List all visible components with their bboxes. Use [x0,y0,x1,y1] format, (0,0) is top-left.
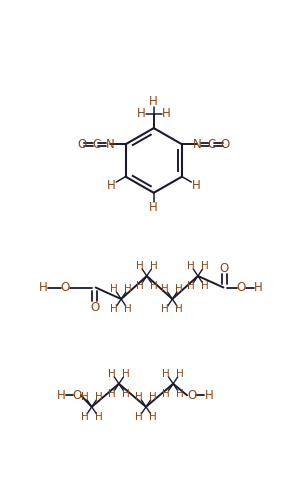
Text: H: H [124,304,132,314]
Text: H: H [108,369,116,379]
Text: H: H [162,107,170,120]
Text: H: H [56,389,65,402]
Text: H: H [39,281,48,294]
Text: H: H [95,412,103,422]
Text: H: H [149,96,158,109]
Text: H: H [161,284,169,294]
Text: C: C [92,138,100,151]
Text: H: H [124,284,132,294]
Text: H: H [135,412,143,422]
Text: H: H [110,304,118,314]
Text: H: H [187,281,195,291]
Text: O: O [220,262,229,275]
Text: H: H [110,284,118,294]
Text: C: C [207,138,215,151]
Text: H: H [149,201,158,214]
Text: H: H [162,389,170,399]
Text: H: H [187,261,195,271]
Text: O: O [90,301,100,314]
Text: H: H [136,281,144,291]
Text: H: H [81,392,89,402]
Text: O: O [221,138,230,151]
Text: H: H [95,392,103,402]
Text: H: H [162,369,170,379]
Text: H: H [254,281,263,294]
Text: H: H [81,412,89,422]
Text: N: N [193,138,202,151]
Text: H: H [135,392,143,402]
Text: H: H [150,261,158,271]
Text: H: H [137,107,146,120]
Text: H: H [201,281,209,291]
Text: H: H [122,389,130,399]
Text: H: H [176,389,184,399]
Text: O: O [187,389,196,402]
Text: H: H [149,392,157,402]
Text: H: H [176,369,184,379]
Text: O: O [237,281,246,294]
Text: H: H [204,389,213,402]
Text: H: H [161,304,169,314]
Text: H: H [192,179,201,192]
Text: O: O [60,281,69,294]
Text: H: H [201,261,209,271]
Text: H: H [150,281,158,291]
Text: H: H [176,304,183,314]
Text: H: H [108,389,116,399]
Text: H: H [149,412,157,422]
Text: O: O [72,389,82,402]
Text: O: O [77,138,87,151]
Text: N: N [106,138,114,151]
Text: H: H [136,261,144,271]
Text: H: H [106,179,115,192]
Text: H: H [122,369,130,379]
Text: H: H [176,284,183,294]
